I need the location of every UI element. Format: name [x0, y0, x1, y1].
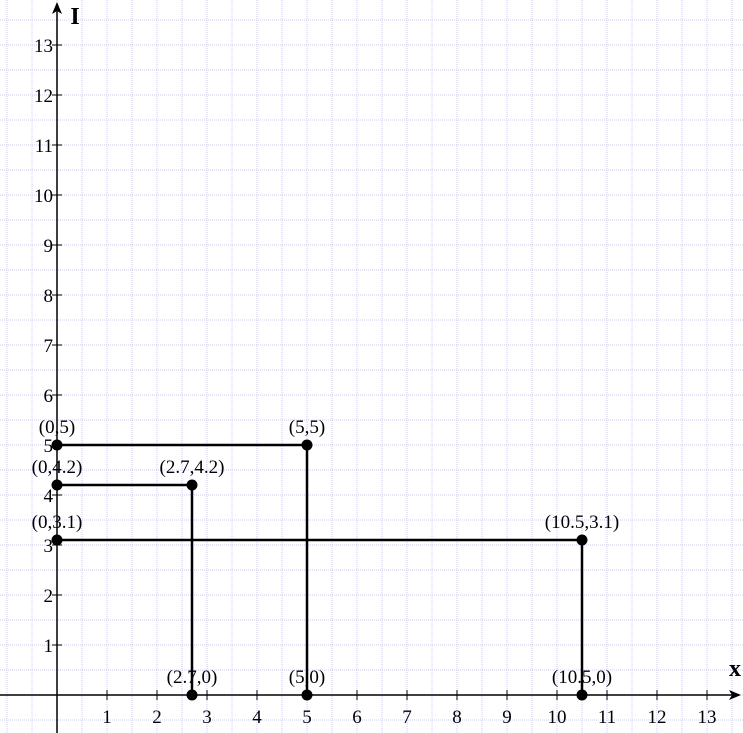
y-tick-label: 12: [34, 86, 53, 107]
point: [51, 439, 63, 451]
x-tick-label: 8: [452, 707, 462, 728]
x-tick-label: 1: [102, 707, 112, 728]
y-axis-arrow: [52, 2, 62, 14]
x-axis-label: x: [729, 656, 741, 682]
y-tick-label: 4: [44, 486, 54, 507]
x-tick-label: 5: [302, 707, 312, 728]
x-axis-arrow: [729, 690, 741, 700]
x-tick-label: 12: [648, 707, 667, 728]
point: [576, 534, 588, 546]
point-label: (2.7,0): [167, 667, 218, 688]
y-tick-label: 7: [44, 336, 54, 357]
point: [186, 479, 198, 491]
y-tick-label: 2: [44, 586, 54, 607]
point: [186, 689, 198, 701]
y-tick-label: 10: [34, 186, 53, 207]
y-tick-label: 13: [34, 36, 53, 57]
x-tick-label: 6: [352, 707, 362, 728]
point-label: (0,5): [39, 417, 75, 438]
x-tick-label: 7: [402, 707, 412, 728]
point-label: (10.5,3.1): [545, 512, 619, 533]
point: [576, 689, 588, 701]
x-tick-label: 10: [548, 707, 567, 728]
y-tick-label: 9: [44, 236, 54, 257]
x-tick-label: 13: [698, 707, 717, 728]
y-axis-label: I: [70, 4, 79, 30]
point: [51, 534, 63, 546]
point-label: (0,4.2): [32, 457, 83, 478]
x-tick-label: 2: [152, 707, 162, 728]
y-tick-label: 3: [44, 536, 54, 557]
point-label: (0,3.1): [32, 512, 83, 533]
x-tick-label: 9: [502, 707, 512, 728]
y-tick-label: 8: [44, 286, 54, 307]
y-tick-label: 5: [44, 436, 54, 457]
point-label: (5,5): [289, 417, 325, 438]
point-label: (2.7,4.2): [160, 457, 225, 478]
point: [301, 689, 313, 701]
point-label: (10.5,0): [552, 667, 612, 688]
x-tick-label: 11: [598, 707, 616, 728]
y-tick-label: 1: [44, 636, 54, 657]
x-tick-label: 3: [202, 707, 212, 728]
point: [301, 439, 313, 451]
y-tick-label: 11: [35, 136, 53, 157]
point-label: (5,0): [289, 667, 325, 688]
marks: (0,5) (5,5) (5,0) (0,4.2) (2.7,4.2) (2.7,0) (0…: [32, 417, 619, 701]
x-tick-label: 4: [252, 707, 262, 728]
y-tick-label: 6: [44, 386, 54, 407]
point: [51, 479, 63, 491]
